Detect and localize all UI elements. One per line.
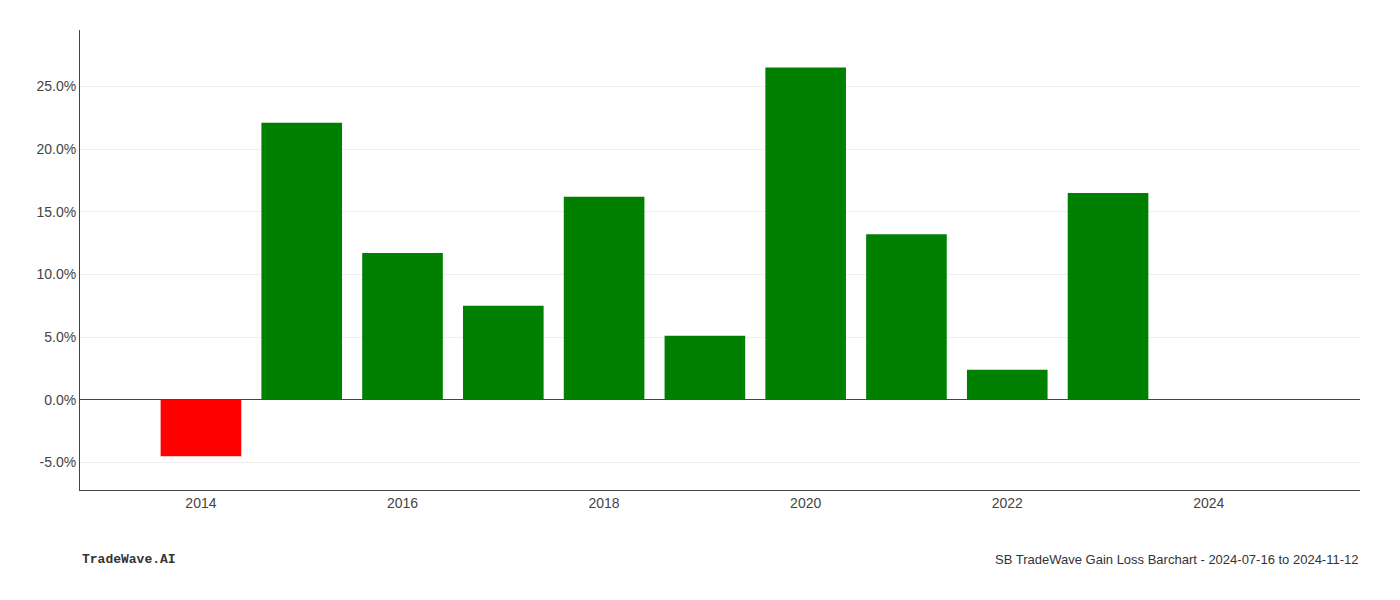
svg-text:2018: 2018 xyxy=(589,495,620,511)
svg-text:10.0%: 10.0% xyxy=(36,266,76,282)
svg-text:2014: 2014 xyxy=(185,495,216,511)
svg-text:2022: 2022 xyxy=(992,495,1023,511)
svg-text:2020: 2020 xyxy=(790,495,821,511)
svg-text:20.0%: 20.0% xyxy=(36,141,76,157)
svg-text:5.0%: 5.0% xyxy=(44,329,76,345)
svg-text:-5.0%: -5.0% xyxy=(40,454,77,470)
svg-text:SB TradeWave Gain Loss Barchar: SB TradeWave Gain Loss Barchart - 2024-0… xyxy=(995,552,1358,567)
svg-text:25.0%: 25.0% xyxy=(36,78,76,94)
svg-text:2024: 2024 xyxy=(1193,495,1224,511)
svg-text:2016: 2016 xyxy=(387,495,418,511)
svg-text:0.0%: 0.0% xyxy=(44,392,76,408)
svg-text:TradeWave.AI: TradeWave.AI xyxy=(82,552,176,567)
svg-text:15.0%: 15.0% xyxy=(36,204,76,220)
